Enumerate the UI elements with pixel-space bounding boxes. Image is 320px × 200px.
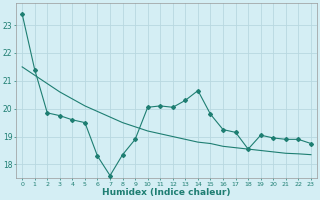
X-axis label: Humidex (Indice chaleur): Humidex (Indice chaleur) <box>102 188 231 197</box>
